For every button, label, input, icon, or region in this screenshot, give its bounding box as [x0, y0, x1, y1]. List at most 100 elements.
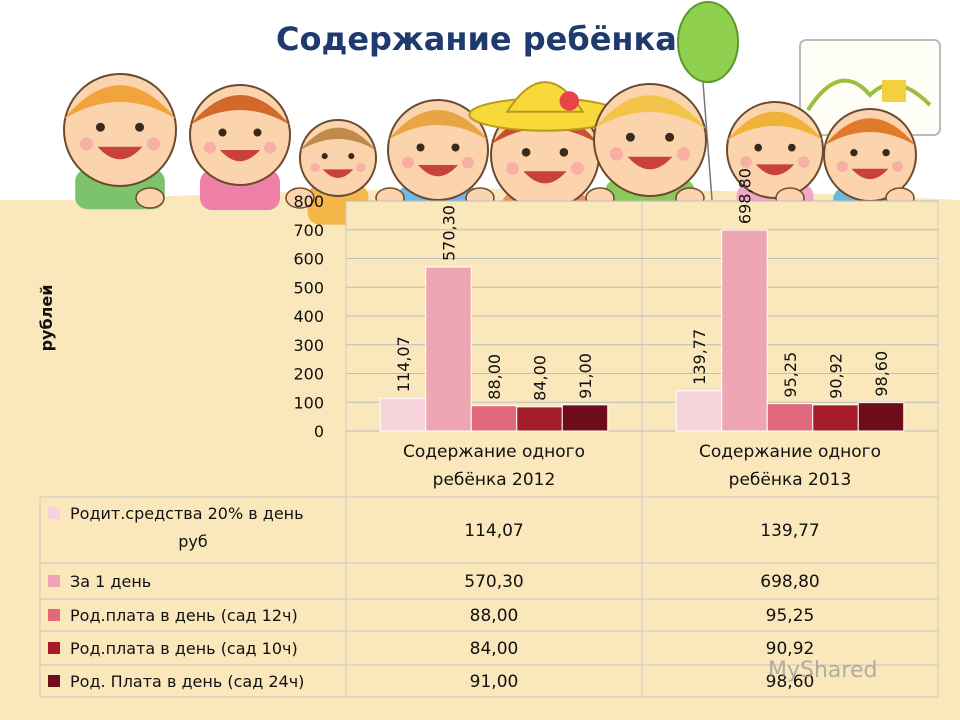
child-eye	[625, 132, 635, 142]
y-tick-label: 200	[293, 365, 324, 384]
child-eye	[521, 147, 531, 157]
child-hair	[64, 85, 176, 119]
legend-label: За 1 день	[70, 572, 151, 591]
bar	[379, 397, 427, 432]
bar	[516, 406, 563, 432]
child-cheek	[264, 141, 276, 154]
child-hair	[824, 118, 916, 146]
balloon-string	[702, 81, 713, 201]
child-smile	[523, 171, 567, 184]
table-value: 570,30	[464, 572, 523, 592]
bar	[857, 402, 905, 432]
child-hair	[300, 127, 376, 151]
y-axis-label: рублей	[37, 285, 56, 352]
child-eye	[135, 122, 145, 132]
child-hand	[285, 187, 315, 209]
child-eye	[665, 132, 675, 142]
y-tick-label: 400	[293, 307, 324, 326]
child-eye	[850, 149, 858, 157]
child-eye	[348, 153, 355, 160]
child-eye	[787, 143, 796, 152]
child-cheek	[462, 156, 474, 169]
bar-value-label: 114,07	[394, 336, 413, 392]
child-cheek	[402, 156, 414, 169]
legend-label: руб	[178, 532, 208, 551]
child-cheek	[356, 162, 366, 173]
bar	[561, 404, 609, 432]
child-cheek	[506, 162, 520, 175]
child-cheek	[740, 156, 752, 168]
table-value: 698,80	[760, 572, 819, 592]
child-cheek	[146, 137, 161, 151]
legend-swatch	[48, 507, 60, 519]
legend-label: Родит.средства 20% в день	[70, 504, 304, 523]
child-cheek	[892, 160, 904, 173]
drawing-house	[882, 80, 906, 102]
bar-value-label: 91,00	[576, 353, 595, 399]
legend-swatch	[48, 675, 60, 687]
child-hair	[594, 95, 706, 129]
table-value: 139,77	[760, 521, 819, 541]
legend-swatch	[48, 575, 60, 587]
table-value: 84,00	[470, 639, 519, 659]
bar-value-label: 139,77	[690, 329, 709, 385]
y-tick-label: 300	[293, 336, 324, 355]
child-cheek	[798, 156, 810, 168]
legend-label: Род.плата в день (сад 10ч)	[70, 639, 298, 658]
child-eye	[754, 143, 763, 152]
child-eye	[559, 147, 569, 157]
child-face-icon	[63, 73, 177, 210]
child-eye	[253, 128, 262, 137]
child-hair	[190, 95, 290, 125]
legend-label: Род. Плата в день (сад 24ч)	[70, 672, 304, 691]
y-tick-label: 700	[293, 221, 324, 240]
balloon-icon	[677, 1, 739, 83]
x-category-label: Содержание одного	[699, 442, 881, 462]
bar-value-label: 98,60	[872, 351, 891, 397]
child-eye	[321, 153, 328, 160]
table-value: 98,60	[766, 672, 815, 692]
y-tick-label: 100	[293, 393, 324, 412]
child-eye	[416, 143, 425, 152]
child-eye	[218, 128, 227, 137]
y-tick-label: 600	[293, 250, 324, 269]
x-category-label: Содержание одного	[403, 442, 585, 462]
table-value: 90,92	[766, 639, 815, 659]
bar-value-label: 88,00	[485, 354, 504, 400]
hat-flower	[559, 91, 580, 111]
bar-value-label: 698,80	[736, 168, 755, 224]
child-cheek	[676, 147, 691, 161]
child-cheek	[204, 141, 216, 154]
child-smile	[322, 169, 354, 178]
chart-area: 0 100 200 300 400 500 600 700 800 рублей 114,07 570…	[37, 168, 939, 698]
child-cheek	[79, 137, 94, 151]
drawing-hills	[806, 78, 932, 112]
bar	[812, 404, 859, 432]
page-title: Содержание ребёнка	[276, 20, 677, 58]
legend-swatch	[48, 609, 60, 621]
child-eye	[451, 143, 460, 152]
child-eye	[882, 149, 890, 157]
table-value: 88,00	[470, 606, 519, 626]
bar-value-label: 90,92	[827, 353, 846, 399]
table-value: 95,25	[766, 606, 815, 626]
child-eye	[95, 122, 105, 132]
bar	[675, 390, 723, 432]
child-cheek	[836, 160, 848, 173]
bar-value-label: 95,25	[781, 352, 800, 398]
child-cheek	[310, 162, 320, 173]
legend-swatch	[48, 642, 60, 654]
watermark: MyShared	[768, 658, 878, 683]
y-tick-label: 0	[314, 422, 324, 441]
y-tick-label: 800	[293, 192, 324, 211]
bar	[721, 229, 768, 432]
child-smile	[851, 168, 889, 180]
table-value: 91,00	[470, 672, 519, 692]
child-hair	[727, 111, 823, 141]
bar	[470, 405, 518, 432]
x-category-label: ребёнка 2013	[729, 470, 852, 490]
table-value: 114,07	[464, 521, 523, 541]
x-category-label: ребёнка 2012	[433, 470, 556, 490]
child-smile	[418, 165, 458, 177]
child-smile	[220, 150, 260, 162]
